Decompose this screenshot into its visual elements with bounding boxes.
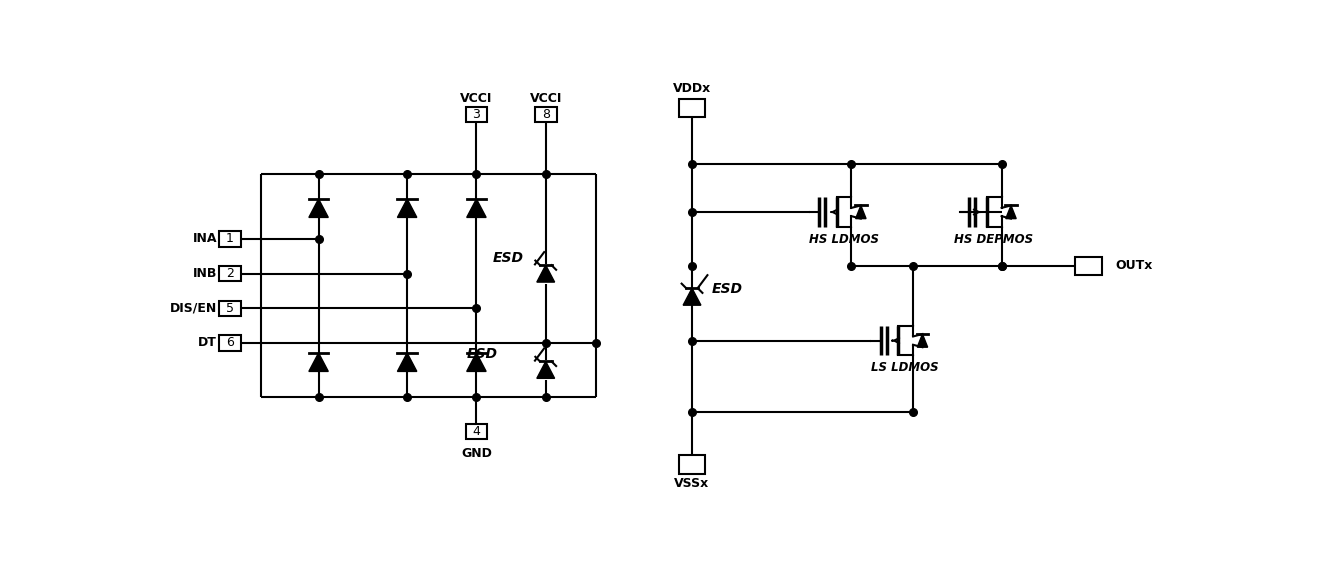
Polygon shape [466, 199, 486, 217]
Text: VSSx: VSSx [675, 477, 709, 489]
Polygon shape [309, 199, 329, 217]
Text: DT: DT [198, 336, 217, 349]
Text: INA: INA [193, 232, 217, 246]
Text: INB: INB [193, 267, 217, 280]
Text: 6: 6 [226, 336, 234, 349]
Text: ESD: ESD [466, 348, 497, 362]
Text: VDDx: VDDx [672, 82, 711, 95]
Bar [219, 301, 240, 316]
Polygon shape [466, 353, 486, 371]
Bar [679, 455, 705, 474]
Text: DIS/EN: DIS/EN [169, 302, 217, 315]
Polygon shape [917, 334, 927, 347]
Text: ESD: ESD [711, 282, 742, 296]
Text: 4: 4 [473, 425, 481, 438]
Text: OUTx: OUTx [1115, 260, 1153, 272]
Text: HS DEPMOS: HS DEPMOS [954, 232, 1033, 246]
Text: 8: 8 [542, 108, 550, 121]
Polygon shape [536, 265, 555, 282]
Text: VCCI: VCCI [530, 92, 561, 105]
Bar [679, 99, 705, 117]
Bar [219, 266, 240, 281]
Bar [219, 231, 240, 247]
Polygon shape [398, 199, 417, 217]
Polygon shape [309, 353, 329, 371]
Text: 5: 5 [226, 302, 234, 315]
Text: HS LDMOS: HS LDMOS [808, 232, 878, 246]
Text: 2: 2 [226, 267, 234, 280]
Text: GND: GND [461, 447, 491, 459]
Text: VCCI: VCCI [460, 92, 493, 105]
Polygon shape [536, 361, 555, 378]
Bar [465, 424, 487, 439]
Polygon shape [1005, 205, 1016, 219]
Text: 1: 1 [226, 232, 234, 246]
Bar [219, 335, 240, 350]
Polygon shape [683, 288, 701, 305]
Bar [465, 107, 487, 122]
Text: 3: 3 [473, 108, 481, 121]
Polygon shape [856, 205, 867, 219]
Bar [535, 107, 556, 122]
Text: LS LDMOS: LS LDMOS [872, 361, 939, 374]
Text: ESD: ESD [493, 251, 524, 265]
Bar [1075, 257, 1102, 275]
Polygon shape [398, 353, 417, 371]
